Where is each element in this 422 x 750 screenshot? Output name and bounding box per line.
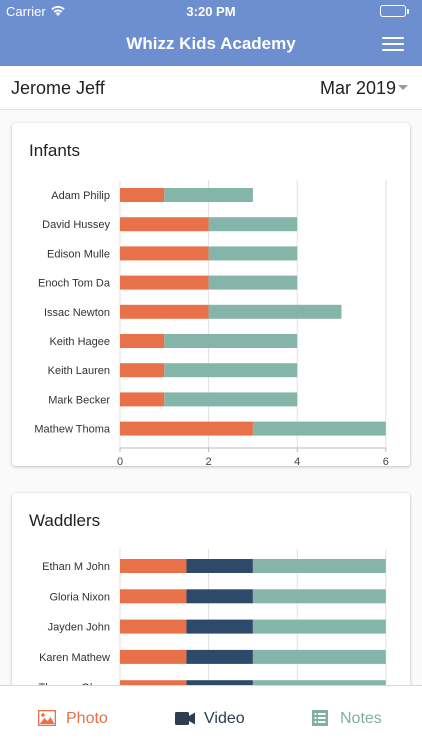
x-tick-label: 2 — [206, 456, 212, 466]
bar-segment — [186, 680, 253, 685]
video-camera-icon — [175, 712, 195, 730]
category-label: Karen Mathew — [39, 652, 110, 664]
app-title: Whizz Kids Academy — [126, 34, 296, 53]
bar-segment — [120, 559, 187, 573]
bar-segment — [120, 246, 209, 261]
bar-segment — [208, 246, 298, 261]
category-label: David Hussey — [42, 219, 110, 231]
infants-chart-card: Infants Adam Philip David Hussey Edison Mu… — [12, 123, 410, 466]
category-label: Enoch Tom Da — [38, 278, 111, 290]
photo-icon — [37, 709, 57, 731]
hamburger-menu-icon[interactable] — [382, 37, 404, 53]
waddlers-chart-card: Waddlers Ethan M John Gloria Nixon Jayden … — [12, 493, 410, 685]
bar-segment — [208, 275, 298, 290]
bar-segment — [120, 421, 253, 436]
bar-segment — [164, 334, 298, 348]
bar-segment — [120, 188, 165, 202]
tab-label: Video — [204, 710, 245, 727]
category-label: Thomas Olans — [38, 682, 110, 685]
bar-segment — [120, 619, 187, 634]
bar-segment — [164, 363, 298, 378]
tab-bar: Photo Video Notes — [0, 685, 422, 750]
category-label: Issac Newton — [44, 307, 110, 319]
bar-segment — [252, 680, 386, 685]
bar-segment — [120, 589, 187, 604]
nav-bar: Whizz Kids Academy — [0, 22, 422, 66]
bar-segment — [252, 559, 386, 573]
waddlers-bar-chart: Ethan M John Gloria Nixon Jayden John Karen… — [38, 549, 387, 685]
category-label: Gloria Nixon — [49, 591, 110, 603]
category-label: Adam Philip — [51, 190, 110, 202]
bar-segment — [186, 559, 253, 573]
battery-tip — [407, 9, 409, 14]
tab-video[interactable]: Video — [174, 686, 284, 750]
bar-segment — [120, 680, 187, 685]
chart-title: Waddlers — [29, 511, 101, 530]
category-label: Edison Mulle — [47, 248, 110, 260]
bar-segment — [252, 649, 386, 664]
bar-segment — [164, 188, 253, 202]
infants-bar-chart: Adam Philip David Hussey Edison Mulle Enoch… — [34, 180, 389, 466]
chevron-down-icon[interactable] — [398, 85, 408, 90]
bar-segment — [252, 589, 386, 604]
x-tick-label: 6 — [383, 456, 389, 466]
bar-segment — [120, 217, 209, 232]
carrier-label: Carrier — [6, 4, 46, 19]
tab-notes[interactable]: Notes — [311, 686, 411, 750]
tab-photo[interactable]: Photo — [36, 686, 146, 750]
category-label: Mathew Thoma — [34, 424, 110, 436]
bar-segment — [208, 217, 298, 232]
category-label: Jayden John — [48, 622, 110, 634]
bar-segment — [120, 304, 209, 319]
bar-segment — [252, 421, 386, 436]
bar-segment — [120, 334, 165, 348]
status-bar: Carrier 3:20 PM — [0, 0, 422, 22]
bar-segment — [186, 649, 253, 664]
bar-segment — [120, 649, 187, 664]
status-time: 3:20 PM — [186, 4, 236, 19]
x-tick-label: 0 — [117, 456, 123, 466]
category-label: Keith Lauren — [48, 365, 110, 377]
month-selector[interactable]: Mar 2019 — [320, 78, 397, 98]
notes-list-icon — [312, 710, 328, 731]
tab-label: Photo — [66, 710, 108, 727]
bar-segment — [164, 392, 298, 407]
wifi-icon — [50, 3, 66, 20]
chart-list[interactable]: Infants Adam Philip David Hussey Edison Mu… — [0, 110, 422, 685]
bar-segment — [186, 619, 253, 634]
filter-row: Jerome Jeff Mar 2019 — [0, 66, 422, 110]
category-label: Keith Hagee — [49, 336, 110, 348]
bar-segment — [208, 304, 342, 319]
bar-segment — [120, 363, 165, 378]
tab-label: Notes — [340, 710, 382, 727]
bar-segment — [120, 392, 165, 407]
category-label: Ethan M John — [42, 561, 110, 573]
chart-title: Infants — [29, 141, 81, 160]
category-label: Mark Becker — [48, 394, 110, 406]
x-tick-label: 4 — [294, 456, 300, 466]
bar-segment — [252, 619, 386, 634]
bar-segment — [120, 275, 209, 290]
student-name: Jerome Jeff — [11, 78, 105, 98]
bar-segment — [186, 589, 253, 604]
battery-icon — [380, 5, 406, 17]
